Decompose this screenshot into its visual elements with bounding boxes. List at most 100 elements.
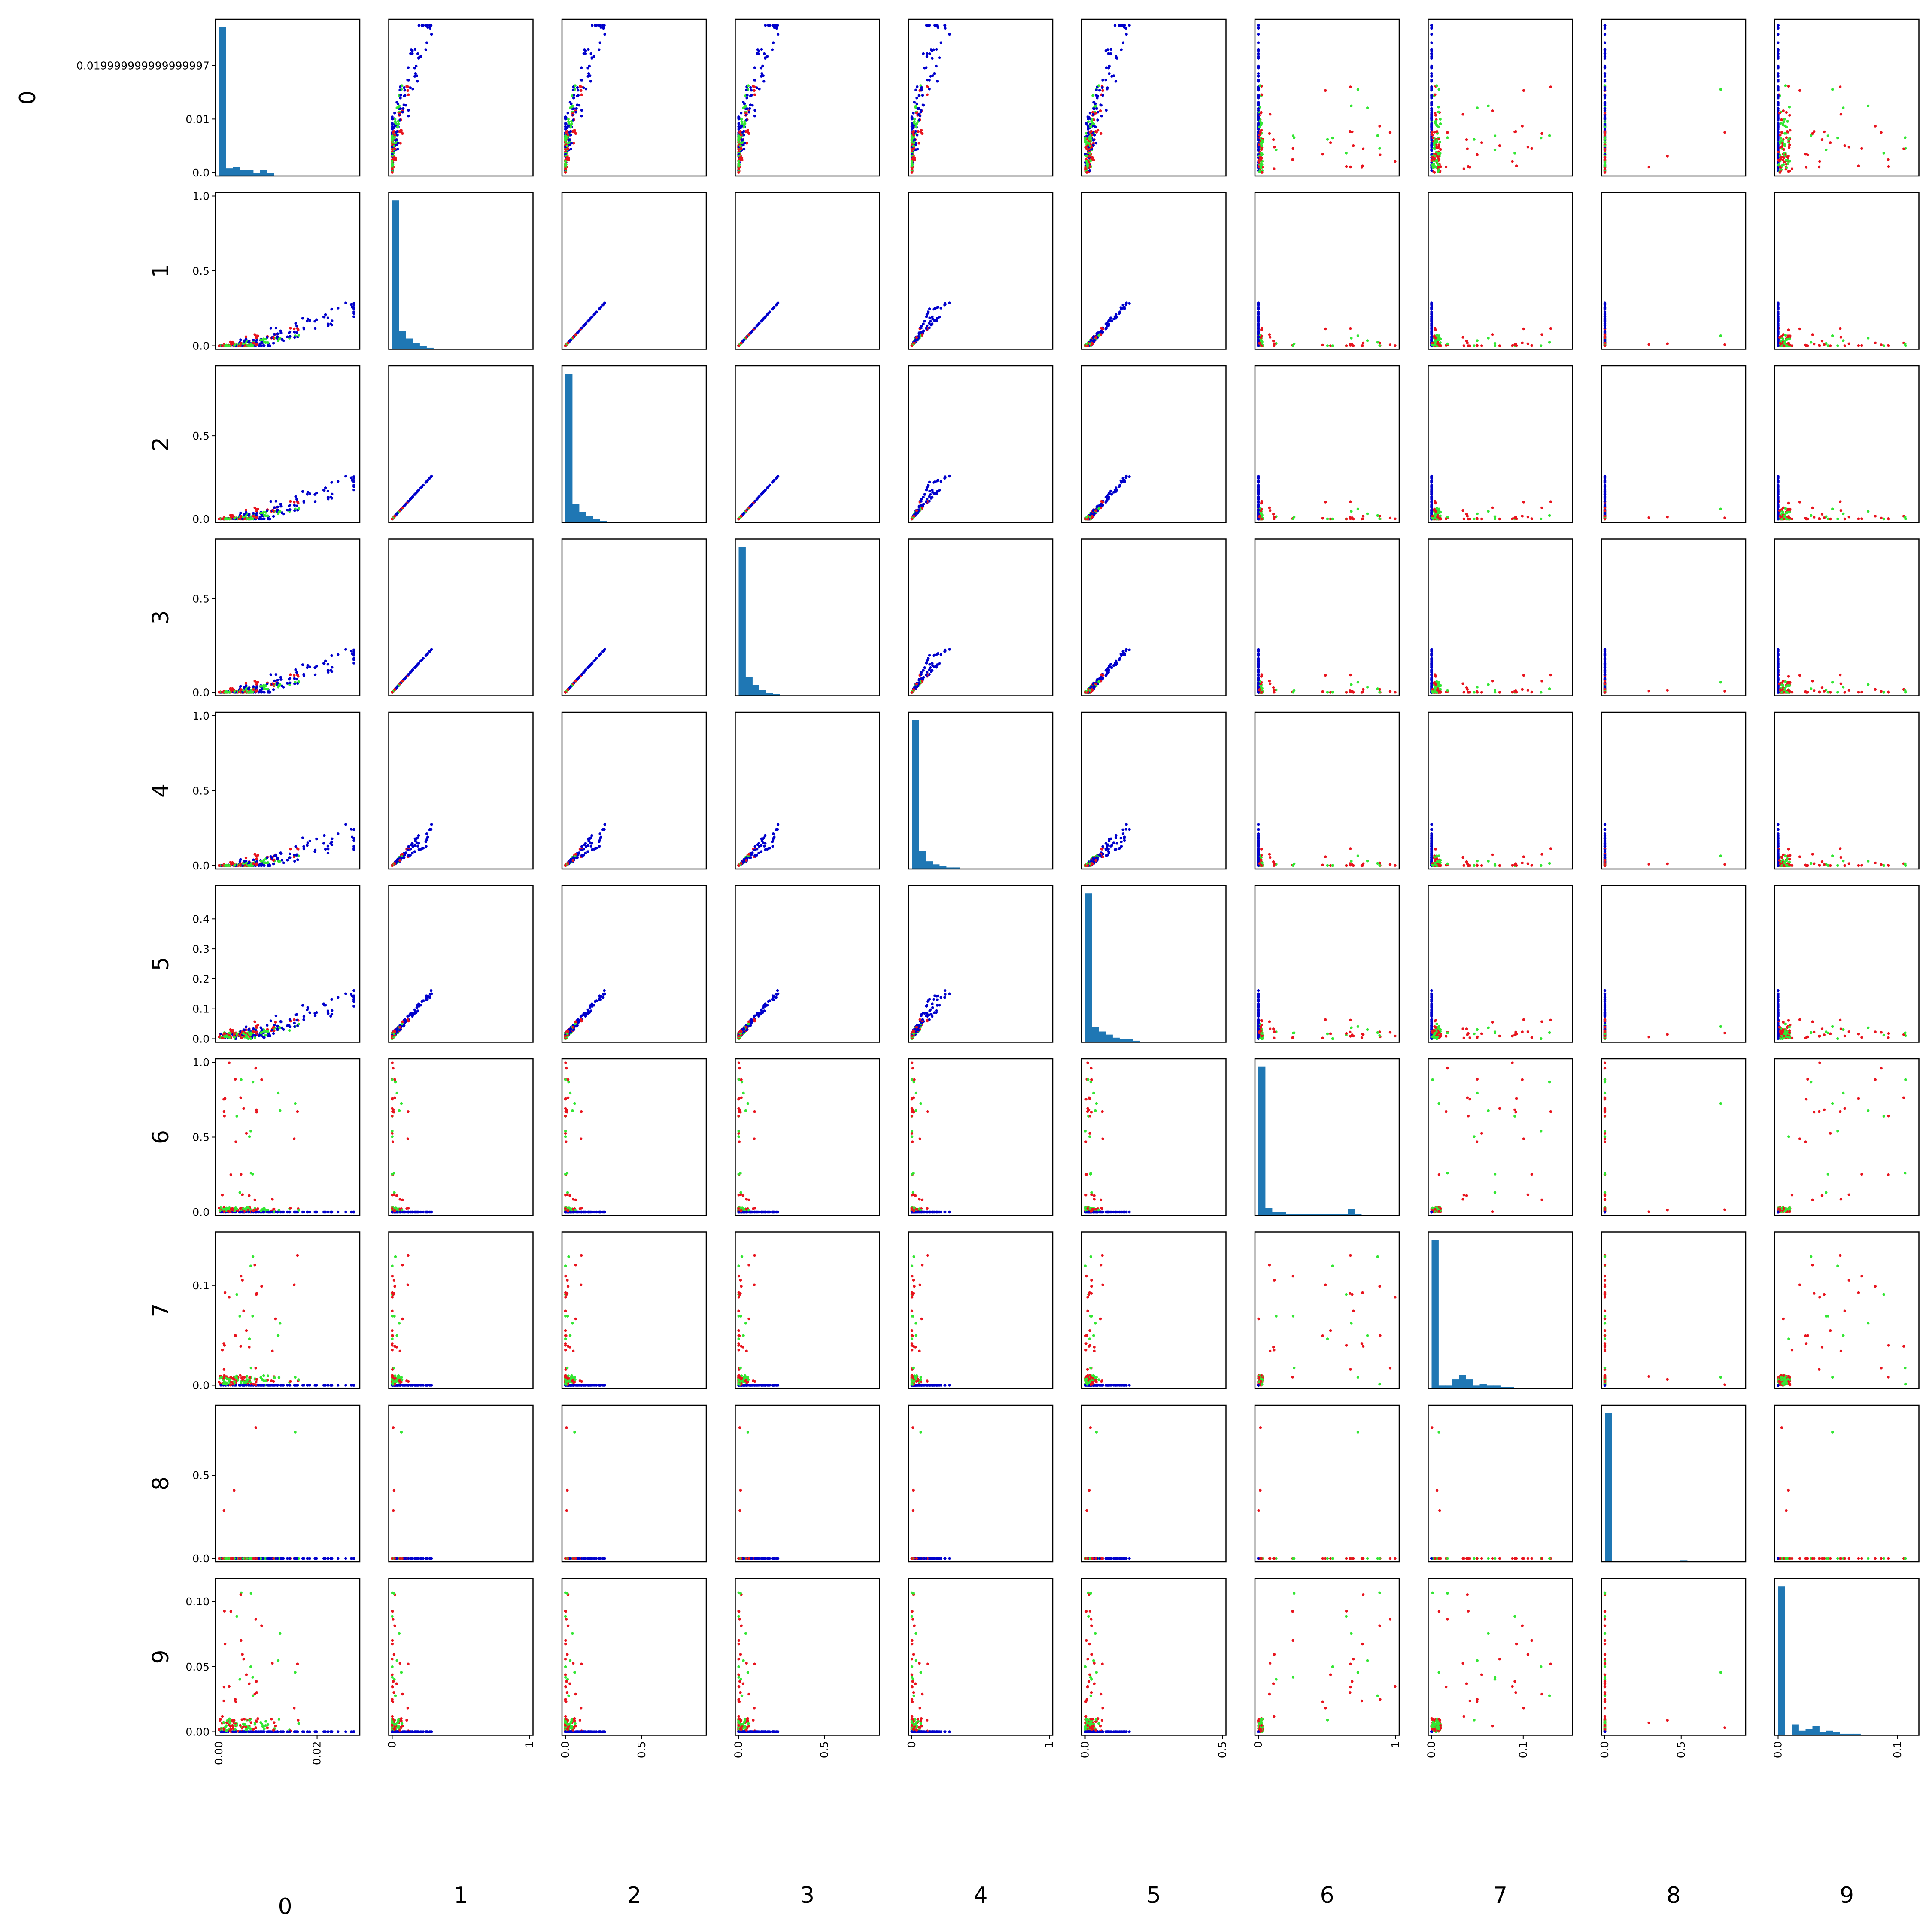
data-point <box>915 112 918 115</box>
data-point <box>1087 128 1090 131</box>
data-point <box>273 506 276 509</box>
data-point <box>1514 343 1517 346</box>
data-point <box>917 113 920 116</box>
data-point <box>397 141 400 145</box>
data-point <box>914 125 918 128</box>
data-point <box>326 495 330 499</box>
data-point <box>775 27 778 30</box>
hist-bar <box>233 167 240 176</box>
data-point <box>391 138 394 141</box>
data-point <box>1107 320 1110 323</box>
data-point <box>1647 165 1650 169</box>
data-point <box>1084 139 1087 142</box>
panel-frame <box>1601 18 1747 177</box>
panel-frame <box>735 18 880 177</box>
data-point <box>1603 301 1607 304</box>
data-point <box>1092 138 1095 141</box>
data-point <box>1780 145 1784 148</box>
data-point <box>764 24 767 27</box>
data-point <box>276 508 279 512</box>
panel-0-5 <box>1081 18 1227 177</box>
data-point <box>1431 163 1434 166</box>
data-point <box>1099 109 1102 112</box>
data-point <box>760 72 763 75</box>
data-point <box>1088 165 1092 168</box>
data-point <box>1603 326 1607 330</box>
data-point <box>594 24 597 27</box>
data-point <box>737 128 740 131</box>
data-point <box>1784 334 1787 337</box>
data-point <box>1831 334 1834 337</box>
data-point <box>742 130 745 133</box>
data-point <box>396 125 399 128</box>
data-point <box>1430 138 1433 141</box>
data-point <box>286 509 289 512</box>
data-point <box>225 343 228 346</box>
data-point <box>1480 344 1483 347</box>
data-point <box>254 516 257 519</box>
data-point <box>1098 331 1101 334</box>
data-point <box>1433 171 1436 174</box>
data-point <box>256 334 259 337</box>
data-point <box>750 94 753 97</box>
data-point <box>1540 344 1543 347</box>
data-point <box>598 48 601 51</box>
panel-0-2 <box>561 18 707 177</box>
data-point <box>580 89 583 92</box>
data-point <box>398 118 401 122</box>
data-point <box>289 335 292 338</box>
data-point <box>1115 57 1118 60</box>
data-point <box>1430 331 1433 334</box>
data-point <box>1436 162 1439 165</box>
data-point <box>330 497 334 500</box>
data-point <box>746 129 749 132</box>
data-point <box>1430 158 1433 161</box>
data-point <box>1119 306 1122 309</box>
data-point <box>1352 344 1355 347</box>
data-point <box>1473 344 1476 347</box>
data-point <box>737 167 740 170</box>
panel-0-0: 0.00.010.019999999999999997 <box>76 18 361 179</box>
data-point <box>933 72 936 75</box>
data-point <box>762 74 765 77</box>
data-point <box>922 104 925 107</box>
data-point <box>398 509 401 512</box>
data-point <box>926 93 929 96</box>
data-point <box>218 344 221 347</box>
data-point <box>1269 336 1272 339</box>
hist-bar <box>399 331 406 349</box>
data-point <box>1666 342 1669 345</box>
data-point <box>428 27 432 30</box>
data-point <box>1345 165 1348 168</box>
data-point <box>1100 115 1103 118</box>
data-point <box>1260 158 1263 161</box>
data-point <box>1260 144 1263 148</box>
data-point <box>569 134 572 137</box>
data-point <box>1259 131 1262 134</box>
data-point <box>574 333 577 336</box>
data-point <box>1084 136 1087 140</box>
panel-1-5 <box>1081 192 1227 350</box>
data-point <box>1438 141 1441 144</box>
data-point <box>1261 139 1264 142</box>
data-point <box>753 326 756 330</box>
data-point <box>255 512 258 515</box>
data-point <box>301 317 304 320</box>
data-point <box>1603 312 1607 315</box>
data-point <box>1904 342 1907 346</box>
data-point <box>1125 33 1128 36</box>
data-point <box>1603 331 1607 334</box>
data-point <box>1493 148 1497 152</box>
data-point <box>571 112 575 115</box>
data-point <box>239 344 242 347</box>
data-point <box>391 123 394 126</box>
panel-1-3 <box>735 192 880 350</box>
data-point <box>740 118 743 121</box>
data-point <box>1515 164 1518 167</box>
data-point <box>1843 144 1846 147</box>
data-point <box>1434 336 1437 339</box>
data-point <box>1430 301 1433 304</box>
data-point <box>1785 136 1788 139</box>
data-point <box>920 326 923 330</box>
data-point <box>750 89 753 92</box>
